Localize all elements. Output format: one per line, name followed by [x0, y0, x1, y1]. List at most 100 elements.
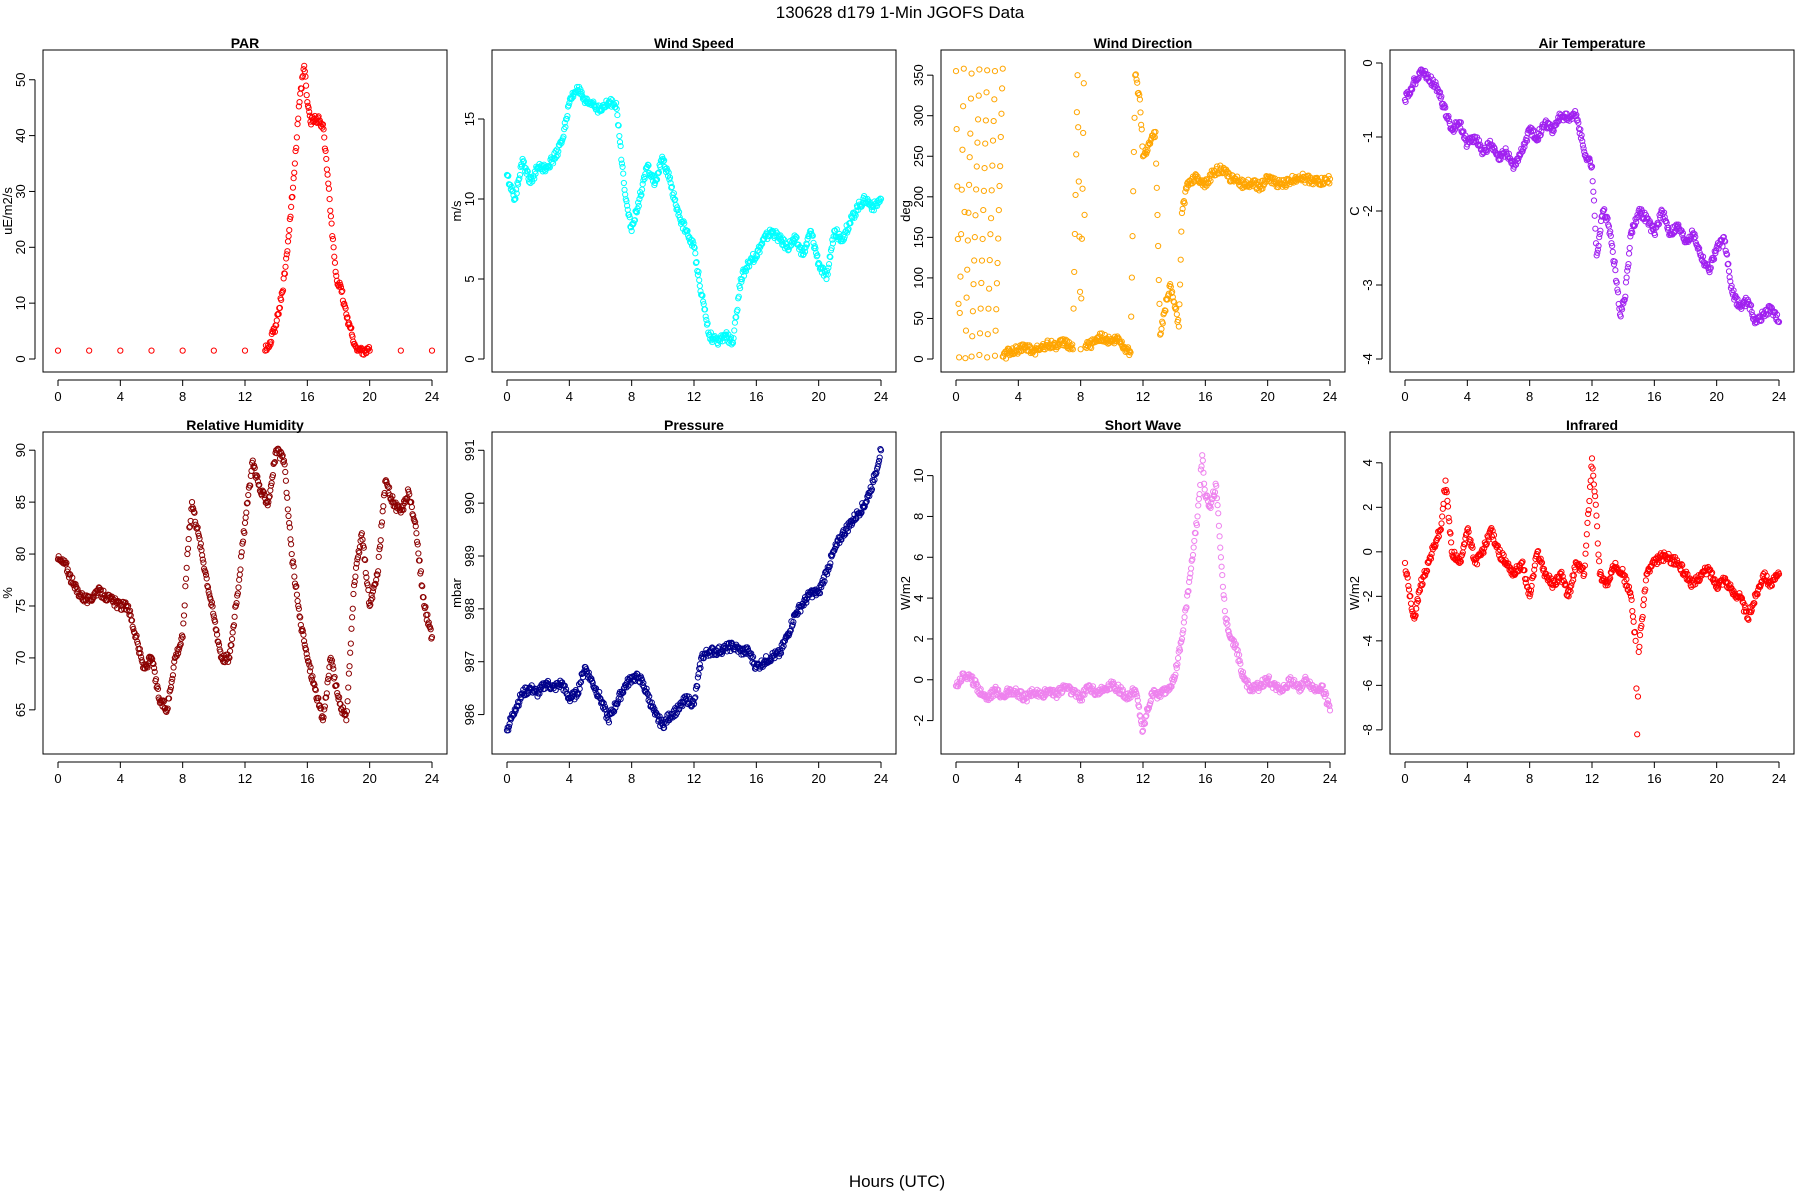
- data-point: [968, 353, 975, 360]
- data-point: [422, 603, 429, 610]
- data-point: [295, 103, 302, 110]
- data-point: [1719, 243, 1726, 250]
- data-point: [720, 334, 727, 341]
- data-point: [1173, 664, 1180, 672]
- data-point: [1591, 212, 1598, 219]
- data-point: [799, 247, 806, 255]
- data-point: [669, 191, 676, 198]
- data-point: [825, 261, 833, 268]
- x-tick-label: 8: [1526, 389, 1533, 404]
- data-point: [735, 293, 742, 300]
- data-point: [953, 126, 960, 133]
- data-point: [1305, 172, 1312, 179]
- data-point: [852, 212, 859, 219]
- y-tick-label: -4: [1360, 635, 1375, 647]
- x-tick-label: 12: [238, 771, 252, 786]
- data-point: [1421, 568, 1428, 575]
- data-point: [331, 673, 338, 681]
- data-point: [247, 482, 254, 489]
- data-point: [1191, 537, 1198, 545]
- data-point: [633, 209, 640, 216]
- data-point: [821, 578, 828, 585]
- data-point: [1197, 481, 1204, 489]
- data-point: [199, 556, 206, 563]
- x-tick-label: 0: [952, 389, 959, 404]
- data-point: [180, 620, 187, 627]
- data-point: [731, 319, 739, 326]
- data-point: [514, 181, 522, 188]
- data-point: [1725, 268, 1733, 275]
- data-point: [1594, 246, 1602, 253]
- data-point: [987, 215, 995, 222]
- data-point: [742, 268, 750, 275]
- x-tick-label: 8: [179, 771, 186, 786]
- data-point: [1704, 261, 1711, 268]
- data-point: [979, 235, 986, 243]
- data-point: [1623, 576, 1630, 583]
- data-point: [1201, 486, 1208, 493]
- data-point: [707, 329, 714, 336]
- data-point: [165, 695, 173, 702]
- data-point: [857, 510, 864, 517]
- data-point: [645, 162, 652, 169]
- data-point: [69, 574, 76, 581]
- data-point: [197, 540, 204, 547]
- data-point: [524, 168, 531, 175]
- data-point: [162, 704, 169, 712]
- data-point: [1774, 572, 1781, 579]
- data-point: [1775, 569, 1782, 576]
- data-point: [242, 514, 249, 521]
- data-point: [1170, 298, 1177, 305]
- data-point: [585, 669, 592, 676]
- data-point: [288, 541, 295, 548]
- data-point: [238, 553, 245, 560]
- data-point: [1317, 685, 1325, 693]
- data-point: [349, 605, 356, 612]
- data-point: [1211, 489, 1219, 496]
- data-point: [1136, 91, 1143, 99]
- data-point: [1207, 177, 1214, 184]
- data-point: [275, 310, 282, 318]
- data-point: [1072, 191, 1079, 199]
- data-point: [1218, 563, 1225, 570]
- data-point: [1586, 483, 1594, 491]
- x-tick-label: 16: [1647, 771, 1661, 786]
- data-point: [376, 543, 384, 550]
- data-point: [375, 568, 382, 575]
- data-point: [516, 699, 523, 706]
- y-tick-label: 0: [13, 355, 28, 362]
- data-point: [304, 98, 311, 106]
- data-point: [969, 333, 976, 340]
- y-axis: -2 0 2 4 6 8 10: [911, 468, 934, 726]
- data-point: [295, 605, 302, 612]
- data-point: [1620, 297, 1628, 304]
- data-point: [1114, 333, 1121, 340]
- data-point: [128, 617, 136, 624]
- data-point: [1538, 559, 1546, 566]
- data-point: [1451, 548, 1458, 555]
- data-point: [1220, 592, 1227, 599]
- data-point: [1200, 469, 1207, 476]
- data-point: [1141, 719, 1148, 726]
- data-point: [317, 119, 324, 126]
- data-point: [635, 199, 642, 206]
- data-point: [515, 702, 522, 709]
- x-tick-label: 16: [1198, 771, 1212, 786]
- data-point: [1176, 301, 1183, 308]
- x-tick-label: 8: [628, 771, 635, 786]
- x-tick-label: 4: [1464, 771, 1471, 786]
- data-point: [1521, 143, 1528, 150]
- data-point: [236, 571, 243, 578]
- data-point: [1141, 720, 1149, 727]
- data-point: [324, 679, 331, 686]
- data-point: [1224, 169, 1232, 176]
- data-point: [1217, 554, 1225, 561]
- x-tick-label: 12: [1136, 389, 1150, 404]
- data-point: [977, 305, 984, 312]
- data-point: [1190, 544, 1197, 551]
- data-point: [217, 648, 224, 655]
- data-point: [348, 324, 355, 332]
- x-axis: 0 4 8 12 16 20 24: [1401, 379, 1786, 404]
- data-point: [694, 267, 701, 275]
- data-point: [168, 678, 175, 686]
